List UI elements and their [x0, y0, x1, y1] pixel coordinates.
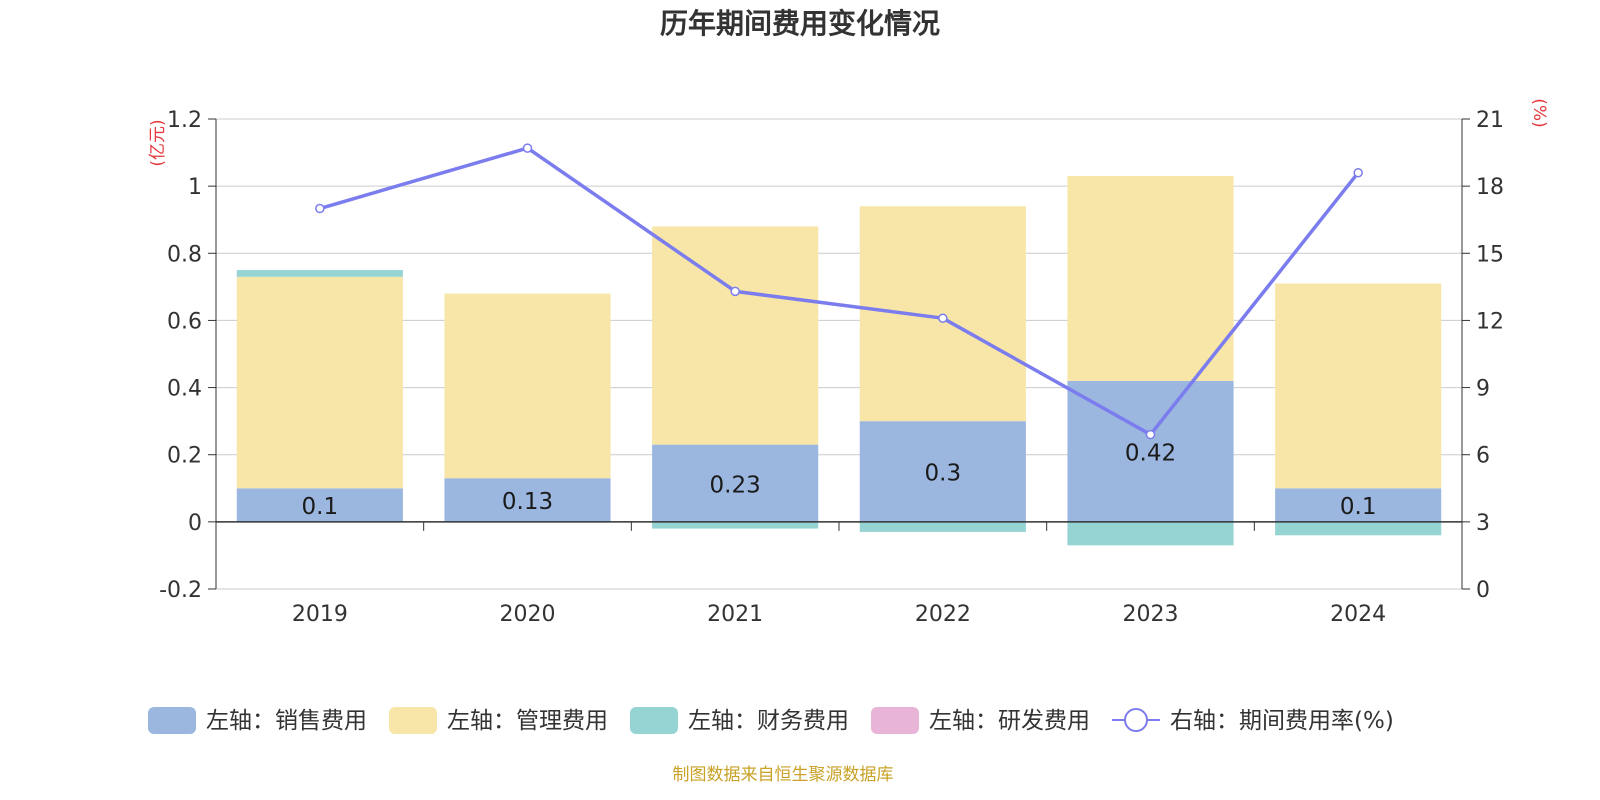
bar-segment [652, 521, 819, 529]
left-axis-tick-label: 0 [188, 511, 202, 536]
bar-segment [236, 270, 403, 277]
bar-segment [859, 421, 1026, 522]
left-axis-tick-label: 0.6 [167, 309, 202, 334]
x-axis-tick-label: 2022 [915, 602, 971, 627]
line-point [730, 286, 740, 297]
bar-segment [1067, 176, 1234, 381]
legend-swatch [871, 707, 919, 734]
bar-segment [1275, 521, 1442, 536]
legend-label: 左轴：财务费用 [688, 708, 849, 734]
x-axis-tick-label: 2021 [707, 602, 763, 627]
left-axis-tick-label: 0.8 [167, 242, 202, 267]
bar-value-label: 0.13 [502, 489, 553, 515]
bar-value-label: 0.1 [302, 494, 339, 520]
x-axis-tick-label: 2023 [1123, 602, 1179, 627]
right-axis-tick-label: 21 [1476, 108, 1504, 133]
right-axis-tick-label: 18 [1476, 175, 1504, 200]
legend-line-marker [1124, 708, 1148, 732]
x-axis-tick-label: 2019 [292, 602, 348, 627]
legend-label: 右轴：期间费用率(%) [1170, 708, 1394, 734]
bar-segment [1275, 488, 1442, 522]
bar-segment [1275, 283, 1442, 489]
legend-label: 左轴：销售费用 [206, 708, 367, 734]
bar-value-label: 0.23 [710, 472, 761, 498]
x-axis-tick-label: 2024 [1330, 602, 1386, 627]
left-axis-unit: (亿元) [148, 119, 168, 166]
left-axis-tick-label: 1.2 [167, 108, 202, 133]
bar-segment [1067, 521, 1234, 546]
legend-swatch [148, 707, 196, 734]
bar-segment [444, 478, 611, 522]
line-point [315, 203, 325, 214]
bar-segment [236, 276, 403, 489]
left-axis-tick-label: 0.4 [167, 377, 202, 402]
right-axis-tick-label: 15 [1476, 242, 1504, 267]
line-series-path [319, 146, 1360, 437]
line-point [938, 313, 948, 323]
bar-value-label: 0.3 [925, 461, 962, 487]
line-point [1353, 167, 1363, 178]
right-axis-tick-label: 6 [1476, 444, 1490, 469]
right-axis-tick-label: 0 [1476, 578, 1490, 603]
bar-segment [859, 521, 1026, 532]
left-axis-tick-label: 1 [188, 175, 202, 200]
right-axis-tick-label: 12 [1476, 309, 1504, 334]
legend-label: 左轴：管理费用 [447, 708, 608, 734]
x-axis-tick-label: 2020 [500, 602, 556, 627]
right-axis-tick-label: 9 [1476, 377, 1490, 402]
bar-segment [444, 293, 611, 479]
legend-swatch [389, 707, 437, 734]
bar-segment [236, 488, 403, 522]
bar-segment [652, 226, 819, 445]
source-note: 制图数据来自恒生聚源数据库 [673, 765, 894, 785]
bar-value-label: 0.1 [1340, 494, 1377, 520]
chart-title: 历年期间费用变化情况 [659, 7, 940, 40]
line-point [1145, 429, 1156, 440]
legend-label: 左轴：研发费用 [929, 708, 1090, 734]
bar-segment [652, 444, 819, 522]
right-axis-tick-label: 3 [1476, 511, 1490, 536]
legend-swatch [630, 707, 678, 734]
left-axis-tick-label: -0.2 [159, 578, 202, 603]
bar-value-label: 0.42 [1125, 440, 1176, 466]
line-point [522, 143, 533, 153]
right-axis-unit: (%) [1529, 98, 1549, 127]
left-axis-tick-label: 0.2 [167, 444, 202, 469]
